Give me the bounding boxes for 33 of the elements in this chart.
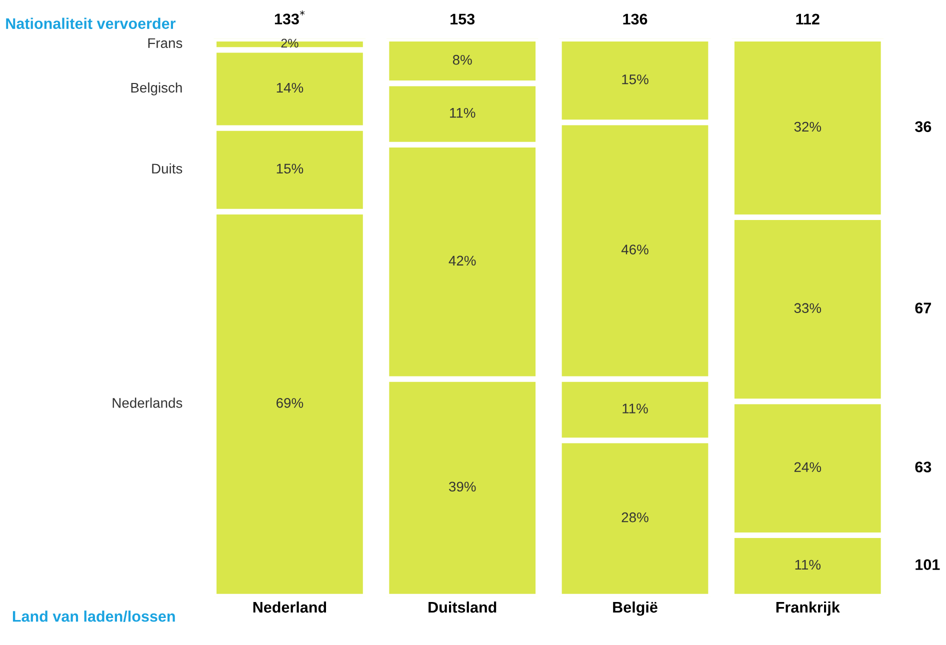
text: 63 bbox=[915, 462, 932, 472]
y-axis-title: Nationaliteit vervoerder bbox=[6, 18, 176, 29]
data-label: 24% bbox=[794, 462, 822, 472]
data-label: 32% bbox=[794, 122, 822, 132]
data-label: 33% bbox=[794, 303, 822, 314]
text: Nederlands bbox=[112, 398, 182, 408]
text: 67 bbox=[915, 302, 932, 314]
data-label: 42% bbox=[448, 256, 476, 266]
data-label: 28% bbox=[622, 512, 648, 522]
text: 136 bbox=[623, 14, 648, 25]
text: 101 bbox=[916, 559, 940, 570]
data-label: 39% bbox=[448, 482, 476, 492]
text: Belgisch bbox=[131, 82, 182, 96]
data-label: 15% bbox=[276, 164, 304, 174]
x-tick-label: Frankrijk bbox=[776, 601, 840, 616]
data-label: 14% bbox=[276, 82, 304, 93]
data-label: 46% bbox=[621, 244, 648, 254]
x-axis-title: Land van laden/lossen bbox=[12, 610, 175, 622]
data-label: 11% bbox=[622, 404, 648, 414]
data-label: 11% bbox=[795, 560, 821, 570]
text: 153 bbox=[450, 14, 475, 25]
text: 133$^{*}$ bbox=[274, 10, 305, 24]
x-tick-label: België bbox=[613, 601, 658, 616]
text: Frans bbox=[148, 38, 182, 48]
text: 112 bbox=[796, 14, 820, 24]
x-tick-label: Nederland bbox=[253, 601, 326, 613]
data-label: 69% bbox=[276, 398, 304, 408]
text: 36 bbox=[915, 121, 932, 132]
x-tick-label: Duitsland bbox=[428, 601, 496, 613]
text: Duits bbox=[152, 163, 182, 174]
data-label: 15% bbox=[622, 74, 648, 84]
data-label: 8% bbox=[452, 54, 472, 65]
data-label: 11% bbox=[450, 108, 476, 118]
